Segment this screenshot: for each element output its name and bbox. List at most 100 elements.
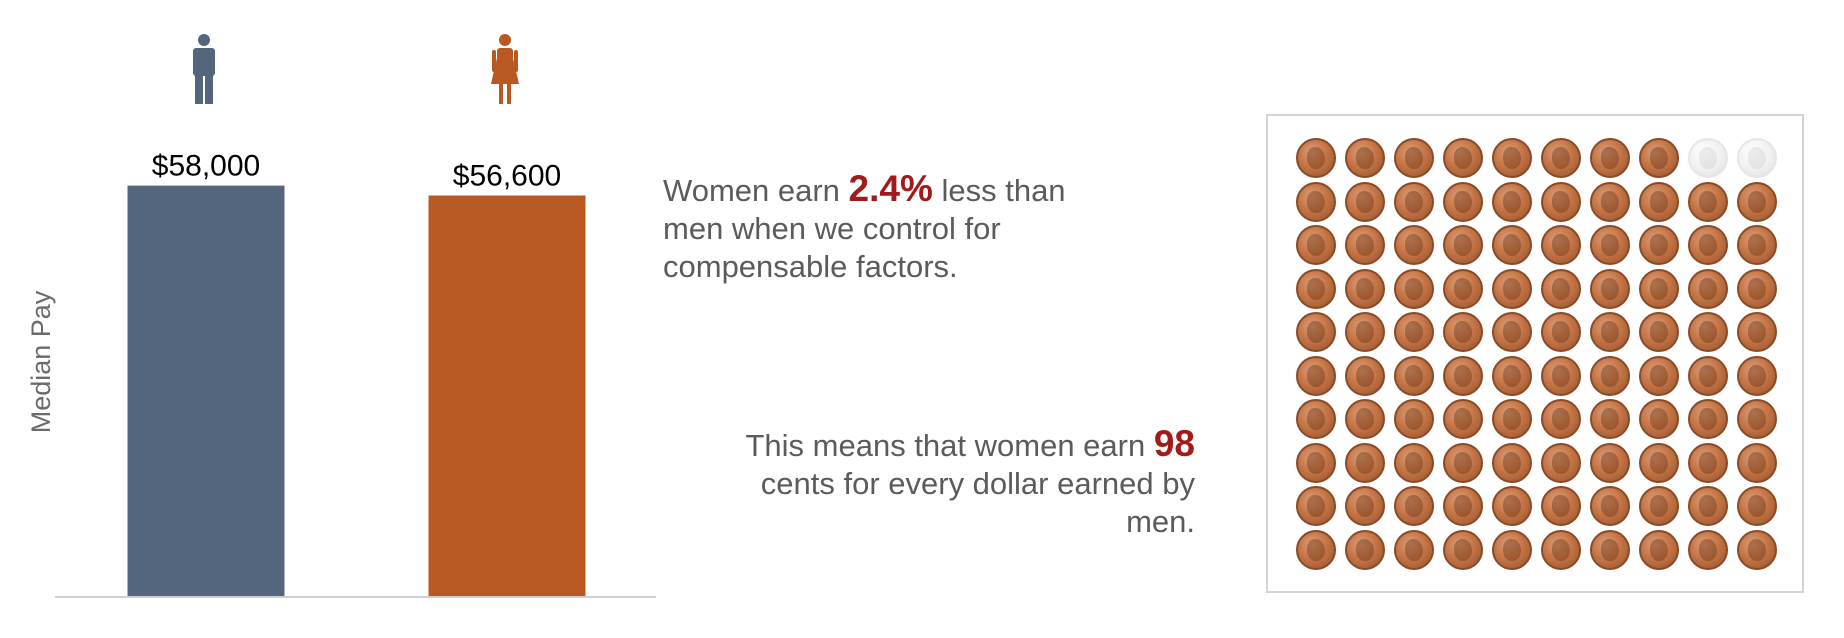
penny-icon bbox=[1590, 312, 1630, 352]
penny-icon bbox=[1394, 442, 1434, 483]
penny-icon bbox=[1394, 355, 1434, 396]
penny-icon bbox=[1296, 312, 1336, 352]
woman-icon bbox=[491, 34, 519, 104]
penny-icon bbox=[1590, 225, 1630, 265]
penny-icon bbox=[1688, 486, 1728, 526]
penny-icon bbox=[1590, 355, 1630, 396]
penny-icon bbox=[1345, 181, 1385, 222]
penny-icon bbox=[1541, 486, 1581, 526]
penny-icon bbox=[1541, 268, 1581, 309]
penny-icon bbox=[1688, 225, 1728, 265]
penny-icon bbox=[1296, 442, 1336, 483]
penny-icon bbox=[1443, 268, 1483, 309]
penny-icon bbox=[1590, 268, 1630, 309]
penny-icon bbox=[1541, 181, 1581, 222]
penny-icon bbox=[1492, 355, 1532, 396]
y-axis-label: Median Pay bbox=[26, 290, 56, 433]
pay-gap-prefix: Women earn bbox=[663, 173, 849, 208]
penny-grid bbox=[1296, 138, 1777, 570]
penny-icon bbox=[1639, 225, 1679, 265]
penny-icon bbox=[1296, 486, 1336, 526]
penny-icon bbox=[1296, 355, 1336, 396]
penny-icon bbox=[1639, 181, 1679, 222]
median-pay-chart: Median Pay $58,000 $56,600 bbox=[26, 34, 656, 598]
penny-icon bbox=[1394, 529, 1434, 570]
penny-icon bbox=[1737, 399, 1777, 439]
penny-icon bbox=[1443, 442, 1483, 483]
cents-prefix: This means that women earn bbox=[745, 428, 1154, 463]
penny-icon bbox=[1443, 138, 1483, 178]
cents-value: 98 bbox=[1153, 423, 1195, 464]
penny-icon bbox=[1639, 138, 1679, 178]
penny-icon bbox=[1688, 268, 1728, 309]
penny-icon bbox=[1394, 399, 1434, 439]
penny-icon bbox=[1590, 181, 1630, 222]
penny-icon bbox=[1737, 225, 1777, 265]
penny-icon bbox=[1345, 312, 1385, 352]
penny-icon bbox=[1639, 529, 1679, 570]
penny-icon bbox=[1639, 268, 1679, 309]
penny-icon bbox=[1688, 529, 1728, 570]
penny-icon bbox=[1394, 225, 1434, 265]
pay-gap-percent: 2.4% bbox=[848, 168, 933, 209]
penny-icon bbox=[1492, 312, 1532, 352]
cents-statement: This means that women earn 98 cents for … bbox=[700, 425, 1195, 541]
penny-icon bbox=[1492, 399, 1532, 439]
penny-icon bbox=[1541, 225, 1581, 265]
penny-icon bbox=[1345, 138, 1385, 178]
bar-value-label: $56,600 bbox=[453, 160, 561, 193]
empty-penny-icon bbox=[1688, 138, 1728, 178]
penny-icon bbox=[1737, 486, 1777, 526]
penny-icon bbox=[1737, 268, 1777, 309]
penny-icon bbox=[1639, 312, 1679, 352]
penny-icon bbox=[1492, 181, 1532, 222]
penny-icon bbox=[1345, 355, 1385, 396]
penny-icon bbox=[1639, 399, 1679, 439]
penny-icon bbox=[1443, 486, 1483, 526]
penny-icon bbox=[1639, 355, 1679, 396]
penny-icon bbox=[1345, 529, 1385, 570]
penny-icon bbox=[1688, 312, 1728, 352]
penny-icon bbox=[1541, 529, 1581, 570]
penny-icon bbox=[1492, 529, 1532, 570]
penny-icon bbox=[1345, 486, 1385, 526]
penny-icon bbox=[1541, 442, 1581, 483]
empty-penny-icon bbox=[1737, 138, 1777, 178]
penny-icon bbox=[1590, 529, 1630, 570]
penny-icon bbox=[1590, 442, 1630, 483]
penny-icon bbox=[1492, 268, 1532, 309]
penny-icon bbox=[1345, 225, 1385, 265]
penny-icon bbox=[1345, 399, 1385, 439]
man-icon bbox=[193, 34, 215, 104]
penny-icon bbox=[1737, 529, 1777, 570]
penny-icon bbox=[1492, 138, 1532, 178]
penny-icon bbox=[1492, 442, 1532, 483]
penny-icon bbox=[1737, 181, 1777, 222]
penny-icon bbox=[1394, 138, 1434, 178]
penny-icon bbox=[1541, 312, 1581, 352]
cents-suffix: cents for every dollar earned by men. bbox=[760, 466, 1195, 539]
penny-icon bbox=[1443, 355, 1483, 396]
bar-men bbox=[127, 185, 285, 596]
penny-icon bbox=[1394, 486, 1434, 526]
penny-icon bbox=[1296, 138, 1336, 178]
penny-icon bbox=[1737, 442, 1777, 483]
penny-icon bbox=[1345, 268, 1385, 309]
penny-icon bbox=[1394, 181, 1434, 222]
penny-icon bbox=[1443, 399, 1483, 439]
penny-panel bbox=[1266, 114, 1804, 593]
penny-icon bbox=[1590, 486, 1630, 526]
penny-icon bbox=[1541, 355, 1581, 396]
penny-icon bbox=[1639, 486, 1679, 526]
penny-icon bbox=[1590, 138, 1630, 178]
penny-icon bbox=[1688, 355, 1728, 396]
penny-icon bbox=[1296, 399, 1336, 439]
penny-icon bbox=[1296, 225, 1336, 265]
penny-icon bbox=[1443, 225, 1483, 265]
bar-women bbox=[428, 195, 586, 596]
penny-icon bbox=[1443, 529, 1483, 570]
penny-icon bbox=[1639, 442, 1679, 483]
penny-icon bbox=[1492, 486, 1532, 526]
penny-icon bbox=[1541, 138, 1581, 178]
penny-icon bbox=[1590, 399, 1630, 439]
